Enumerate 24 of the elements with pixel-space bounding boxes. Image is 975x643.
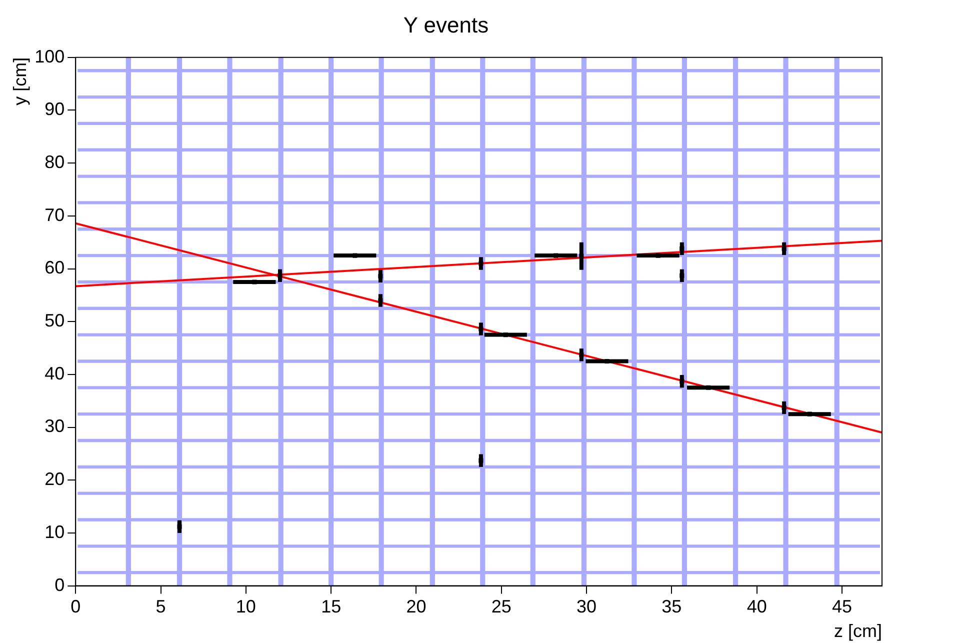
y-tick-label: 60 (44, 258, 65, 278)
y-tick-label: 10 (44, 522, 65, 542)
x-tick-label: 10 (236, 596, 256, 617)
x-tick-label: 30 (576, 596, 597, 617)
y-tick-label: 90 (44, 99, 65, 120)
y-tick-label: 70 (44, 204, 65, 225)
y-tick-label: 80 (44, 152, 65, 172)
y-tick-label: 30 (44, 416, 65, 436)
x-tick-label: 40 (746, 596, 767, 617)
x-tick-label: 25 (491, 596, 512, 617)
x-tick-label: 35 (662, 596, 682, 617)
x-tick-label: 45 (832, 596, 852, 617)
y-tick-label: 40 (44, 363, 65, 384)
y-tick-label: 50 (44, 310, 65, 331)
x-tick-label: 5 (156, 596, 166, 617)
x-tick-label: 15 (321, 596, 342, 617)
y-axis-title: y [cm] (10, 57, 30, 106)
chart-title: Y events (403, 12, 489, 38)
x-axis-title: z [cm] (834, 621, 882, 642)
y-tick-label: 100 (34, 46, 65, 66)
y-tick-label: 20 (44, 469, 65, 490)
x-tick-label: 20 (406, 596, 426, 617)
x-tick-label: 0 (70, 596, 81, 617)
y-tick-label: 0 (54, 574, 65, 595)
